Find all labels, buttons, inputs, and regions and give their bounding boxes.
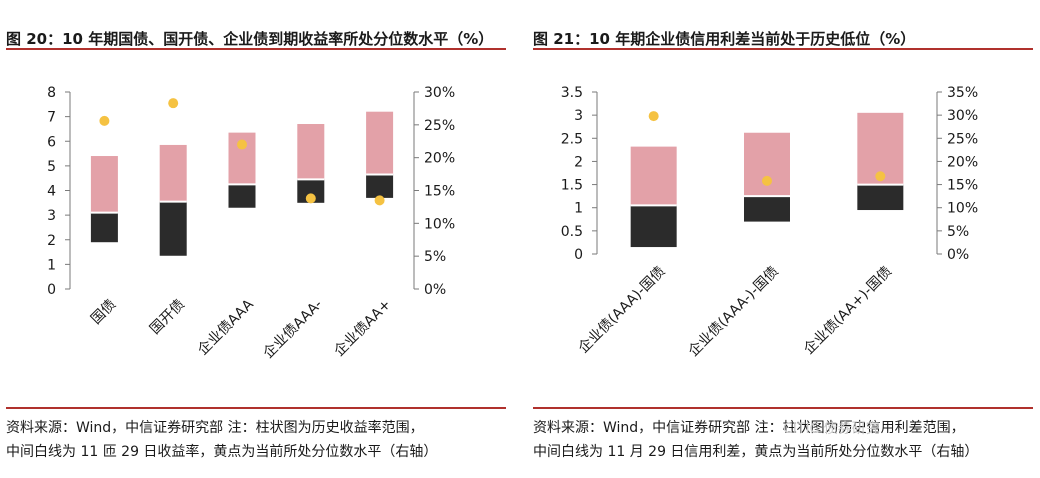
category-label: 企业债AA+: [331, 296, 395, 360]
y2-tick-label: 25%: [424, 118, 455, 134]
right-source-line-2: 中间白线为 11 月 29 日信用利差，黄点为当前所处分位数水平（右轴）: [533, 444, 979, 460]
category-label: 企业债AAA: [194, 296, 257, 359]
category-label: 企业债AAA-: [260, 296, 326, 362]
category-label: 国债: [88, 297, 119, 328]
y-tick-label: 6: [47, 134, 56, 150]
right-source-line-1: 资料来源：Wind，中信证券研究部 注：柱状图为历史信用利差范围，: [533, 420, 965, 436]
right-source-divider: [533, 407, 1033, 409]
left-source-note: 资料来源：Wind，中信证券研究部 注：柱状图为历史收益率范围， 中间白线为 1…: [6, 416, 437, 464]
y2-tick-label: 35%: [947, 85, 978, 101]
category-label: 企业债(AA+)-国债: [800, 263, 895, 358]
y-tick-label: 3: [47, 208, 56, 224]
y-tick-label: 3.5: [561, 85, 583, 101]
right-chart-panel: 图 21：10 年期企业债信用利差当前处于历史低位（%） 0 0.5 1 1.5 2 2.…: [527, 0, 1040, 478]
left-title-divider: [6, 48, 506, 50]
y2-tick-label: 0%: [424, 282, 446, 298]
left-source-line-1: 资料来源：Wind，中信证券研究部 注：柱状图为历史收益率范围，: [6, 420, 424, 436]
range-bar-lower: [90, 212, 118, 243]
watermark-text: CITIC 债券研究: [783, 421, 880, 437]
category-label: 企业债(AAA)-国债: [575, 263, 669, 357]
percentile-dot: [875, 171, 886, 182]
range-bar-upper: [630, 146, 677, 206]
right-title-divider: [533, 48, 1033, 50]
y-tick-label: 0: [47, 282, 56, 298]
percentile-dot: [168, 98, 179, 109]
left-source-line-2: 中间白线为 11 匝 29 日收益率，黄点为当前所处分位数水平（右轴）: [6, 444, 438, 460]
percentile-dot: [648, 111, 659, 122]
right-source-note: 资料来源：Wind，中信证券研究部 注：柱状图为历史信用利差范围， 中间白线为 …: [533, 416, 978, 464]
range-bar-upper: [744, 132, 790, 197]
y-tick-label: 4: [47, 184, 56, 200]
y-tick-label: 8: [47, 85, 56, 101]
range-bar-upper: [159, 144, 187, 202]
y2-tick-label: 5%: [424, 249, 446, 265]
y2-tick-label: 10%: [424, 216, 455, 232]
y2-tick-label: 15%: [947, 178, 978, 194]
y2-tick-label: 20%: [947, 154, 978, 170]
range-bar-lower: [366, 174, 394, 198]
y2-tick-label: 30%: [947, 108, 978, 124]
range-bar-upper: [366, 111, 394, 175]
range-bar-lower: [297, 179, 325, 203]
range-bar-upper: [90, 156, 118, 213]
range-bar-lower: [857, 184, 904, 211]
y2-tick-label: 5%: [947, 224, 969, 240]
right-chart-title: 图 21：10 年期企业债信用利差当前处于历史低位（%）: [533, 30, 916, 48]
y-tick-label: 1.5: [561, 178, 583, 194]
range-bar-upper: [297, 124, 325, 180]
percentile-dot: [99, 115, 110, 126]
y-tick-label: 2.5: [561, 131, 583, 147]
left-source-divider: [6, 407, 506, 409]
percentile-dot: [374, 195, 385, 206]
left-chart-panel: 图 20：10 年期国债、国开债、企业债到期收益率所处分位数水平（%） 0 1 2 3…: [0, 0, 512, 478]
y-tick-label: 7: [47, 110, 56, 126]
y2-tick-label: 10%: [947, 201, 978, 217]
percentile-dot: [762, 175, 772, 186]
y2-tick-label: 0%: [947, 247, 969, 263]
range-bar-lower: [228, 184, 256, 208]
range-bar-lower: [744, 196, 790, 222]
percentile-dot: [237, 139, 247, 150]
percentile-dot: [305, 193, 316, 204]
right-chart-plot: 0 0.5 1 1.5 2 2.5 3 3.5 0% 5% 10% 15% 20% 25% 30% 35% 企业…: [561, 85, 978, 360]
y2-tick-label: 30%: [424, 85, 455, 101]
y2-tick-label: 25%: [947, 131, 978, 147]
left-chart-title: 图 20：10 年期国债、国开债、企业债到期收益率所处分位数水平（%）: [6, 30, 494, 48]
y-tick-label: 3: [574, 108, 583, 124]
y-tick-label: 1: [47, 257, 56, 273]
y-tick-label: 2: [574, 154, 583, 170]
y-tick-label: 0.5: [561, 224, 583, 240]
y-tick-label: 1: [574, 201, 583, 217]
y-tick-label: 0: [574, 247, 583, 263]
y2-tick-label: 20%: [424, 151, 455, 167]
y-tick-label: 2: [47, 233, 56, 249]
y-tick-label: 5: [47, 159, 56, 175]
category-label: 企业债(AAA-)-国债: [685, 263, 782, 360]
category-label: 国开债: [147, 297, 188, 338]
range-bar-lower: [630, 205, 677, 248]
y2-tick-label: 15%: [424, 184, 455, 200]
range-bar-lower: [159, 201, 187, 256]
